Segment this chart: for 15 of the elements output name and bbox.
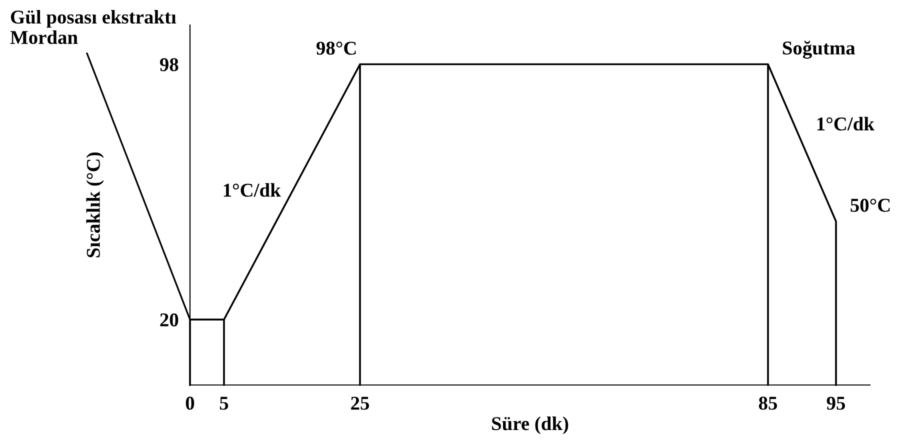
- annotation: 1°C/dk: [817, 116, 874, 131]
- x-axis-title: Süre (dk): [492, 416, 568, 434]
- x-tick-label: 0: [186, 396, 194, 410]
- annotation: 1°C/dk: [224, 183, 281, 197]
- y-axis-title: Sıcaklık (°C): [86, 152, 104, 258]
- x-tick-label: 25: [351, 396, 370, 410]
- x-tick-label: 95: [826, 396, 846, 410]
- annotation: 50°C: [850, 198, 890, 212]
- x-tick-label: 5: [220, 396, 228, 410]
- annotation: Gül posası ekstraktı Mordan: [10, 10, 176, 44]
- y-tick-label: 20: [160, 313, 178, 326]
- annotation: 98°C: [316, 42, 356, 55]
- annotation: Soğutma: [782, 40, 856, 59]
- y-tick-label: 98: [160, 58, 178, 72]
- x-tick-label: 85: [758, 396, 778, 410]
